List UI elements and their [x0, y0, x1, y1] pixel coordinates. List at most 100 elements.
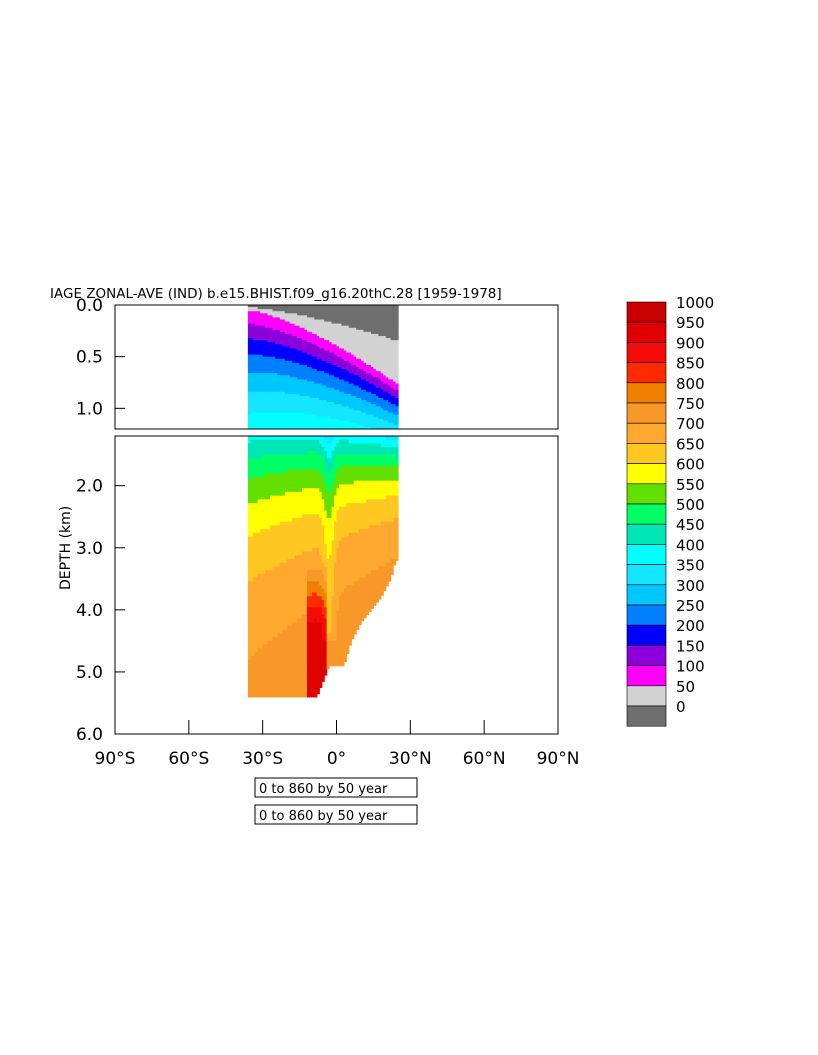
age-cell [247, 637, 251, 642]
age-cell [346, 348, 350, 352]
age-cell [274, 480, 279, 486]
age-cell [277, 689, 281, 694]
age-cell [289, 499, 293, 504]
age-cell [274, 633, 279, 638]
age-cell [287, 362, 291, 366]
age-cell [341, 356, 345, 360]
age-cell [265, 696, 269, 698]
age-cell [390, 377, 394, 380]
age-cell [297, 389, 301, 393]
age-cell [368, 404, 372, 407]
age-cell [395, 348, 399, 352]
age-cell [336, 358, 340, 362]
age-cell [252, 473, 256, 478]
age-cell [250, 469, 254, 474]
age-cell [257, 529, 261, 534]
age-cell [282, 323, 286, 327]
age-cell [282, 422, 286, 426]
age-cell [287, 544, 291, 549]
age-cell [319, 377, 323, 380]
age-cell [338, 426, 343, 429]
age-cell [279, 551, 283, 556]
age-cell [260, 640, 264, 646]
age-cell [274, 614, 279, 620]
age-cell [306, 315, 311, 318]
age-cell [324, 319, 328, 323]
age-cell [284, 395, 288, 399]
age-cell [311, 416, 315, 420]
age-cell [270, 573, 274, 579]
age-cell [272, 521, 276, 527]
age-cell [306, 398, 311, 401]
age-cell [373, 426, 377, 429]
age-cell [353, 342, 357, 345]
age-cell [378, 346, 382, 349]
age-cell [324, 391, 328, 395]
age-cell [262, 611, 266, 616]
age-cell [270, 408, 274, 411]
age-cell [260, 454, 264, 459]
age-cell [353, 416, 357, 420]
age-cell [385, 342, 389, 345]
age-cell [279, 596, 283, 601]
age-cell [289, 379, 293, 383]
age-cell [277, 465, 281, 471]
age-cell [265, 342, 269, 345]
age-cell [274, 454, 279, 459]
age-cell [319, 424, 323, 428]
age-cell [331, 307, 335, 310]
age-cell [331, 367, 335, 370]
age-cell [265, 356, 269, 360]
age-cell [314, 373, 318, 376]
age-cell [348, 336, 352, 339]
age-cell [375, 350, 379, 354]
age-cell [319, 342, 323, 345]
age-cell [277, 377, 281, 380]
age-cell [265, 309, 269, 312]
age-cell [257, 666, 261, 672]
age-cell [366, 360, 370, 364]
age-cell [282, 469, 286, 474]
age-cell [334, 371, 338, 374]
age-cell [341, 309, 345, 312]
age-cell [393, 344, 397, 347]
age-cell [390, 375, 394, 378]
age-cell [314, 323, 318, 327]
age-cell [336, 410, 340, 414]
age-cell [363, 398, 367, 401]
age-cell [260, 536, 264, 541]
age-cell [358, 323, 362, 327]
age-cell [338, 414, 343, 418]
age-cell [255, 315, 259, 318]
age-cell [284, 689, 288, 694]
age-cell [260, 555, 264, 560]
age-cell [375, 387, 379, 391]
age-cell [370, 389, 375, 393]
age-cell [351, 323, 355, 327]
age-cell [255, 309, 259, 312]
age-cell [250, 462, 254, 467]
age-cell [348, 358, 352, 362]
age-cell [255, 514, 259, 519]
age-cell [395, 360, 399, 364]
age-cell [277, 648, 281, 653]
age-cell [282, 414, 286, 418]
age-cell [265, 450, 269, 456]
age-cell [257, 696, 261, 698]
age-cell [287, 648, 291, 653]
age-cell [270, 321, 274, 325]
age-cell [338, 385, 343, 389]
age-cell [319, 418, 323, 422]
age-cell [267, 476, 271, 482]
age-cell [255, 648, 259, 653]
age-cell [319, 393, 323, 397]
age-cell [390, 313, 394, 316]
age-cell [279, 371, 283, 374]
age-cell [388, 379, 392, 383]
age-cell [267, 611, 271, 616]
age-cell [385, 329, 389, 333]
age-cell [262, 383, 266, 387]
age-cell [358, 311, 362, 314]
age-cell [302, 317, 306, 321]
